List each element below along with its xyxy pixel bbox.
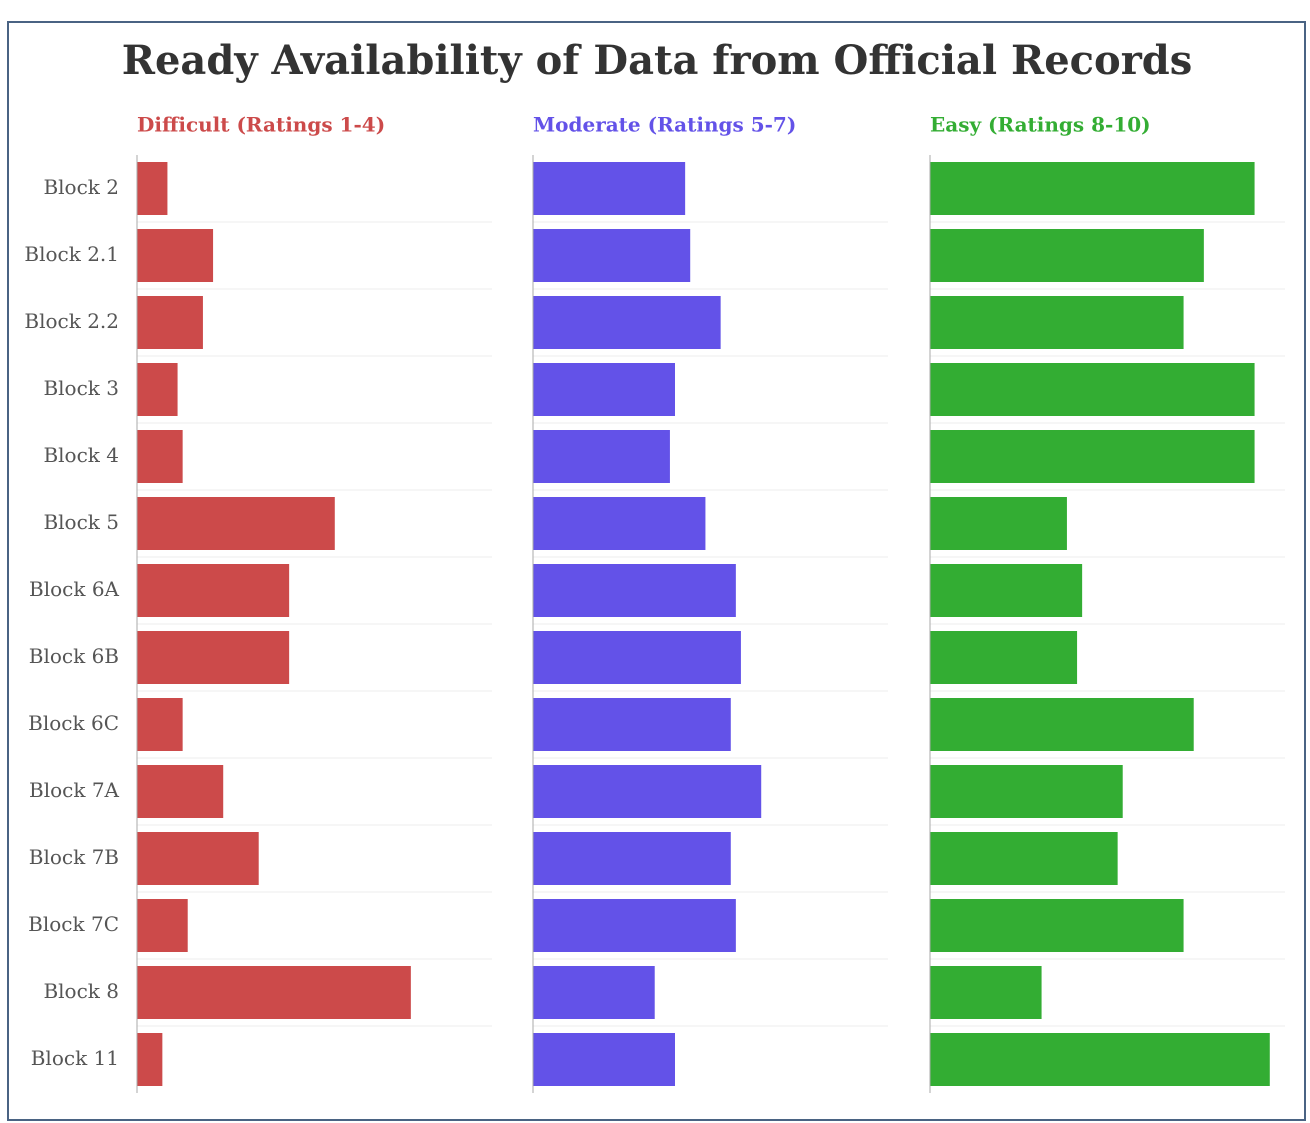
bar	[533, 497, 706, 550]
bar	[137, 430, 183, 483]
bar	[137, 363, 178, 416]
bar	[930, 229, 1204, 282]
bar	[137, 631, 290, 684]
y-tick-label: Block 6A	[29, 577, 120, 601]
bar	[533, 162, 686, 215]
y-tick-label: Block 2.1	[24, 242, 119, 266]
bar	[533, 430, 670, 483]
bar	[533, 966, 655, 1019]
bar	[137, 296, 203, 349]
y-tick-label: Block 6C	[28, 711, 119, 735]
bar	[137, 564, 290, 617]
bar	[930, 832, 1118, 885]
bar	[533, 899, 736, 952]
bar	[137, 966, 411, 1019]
bar	[137, 899, 188, 952]
y-tick-label: Block 6B	[29, 644, 119, 668]
bar	[930, 497, 1067, 550]
bar	[533, 564, 736, 617]
bar	[137, 162, 168, 215]
panel-title: Easy (Ratings 8-10)	[930, 113, 1151, 137]
bar	[137, 497, 335, 550]
bar	[930, 363, 1255, 416]
bar	[533, 631, 741, 684]
bar	[533, 832, 731, 885]
bar	[137, 765, 224, 818]
bar	[930, 296, 1184, 349]
panel-title: Difficult (Ratings 1-4)	[137, 113, 385, 137]
bar	[930, 966, 1042, 1019]
bar	[533, 296, 721, 349]
bar	[930, 162, 1255, 215]
bar	[533, 229, 691, 282]
chart-title: Ready Availability of Data from Official…	[122, 37, 1193, 84]
y-tick-label: Block 2.2	[24, 309, 119, 333]
bar	[930, 698, 1194, 751]
bar	[930, 430, 1255, 483]
bar	[930, 631, 1078, 684]
bar	[137, 832, 259, 885]
panel-title: Moderate (Ratings 5-7)	[533, 113, 796, 137]
bar	[930, 564, 1083, 617]
y-tick-label: Block 4	[43, 443, 119, 467]
bar	[533, 363, 675, 416]
y-tick-label: Block 5	[43, 510, 119, 534]
bar	[533, 765, 762, 818]
y-tick-label: Block 7C	[28, 912, 119, 936]
y-tick-label: Block 8	[43, 979, 119, 1003]
y-tick-label: Block 3	[43, 376, 119, 400]
bar	[930, 1033, 1270, 1086]
bar	[533, 698, 731, 751]
bar	[533, 1033, 675, 1086]
y-tick-label: Block 7B	[29, 845, 119, 869]
bar	[930, 899, 1184, 952]
bar	[137, 229, 214, 282]
y-tick-label: Block 7A	[29, 778, 120, 802]
y-tick-label: Block 11	[31, 1046, 119, 1070]
bar	[137, 698, 183, 751]
y-tick-label: Block 2	[43, 175, 119, 199]
bar	[137, 1033, 163, 1086]
bar	[930, 765, 1123, 818]
